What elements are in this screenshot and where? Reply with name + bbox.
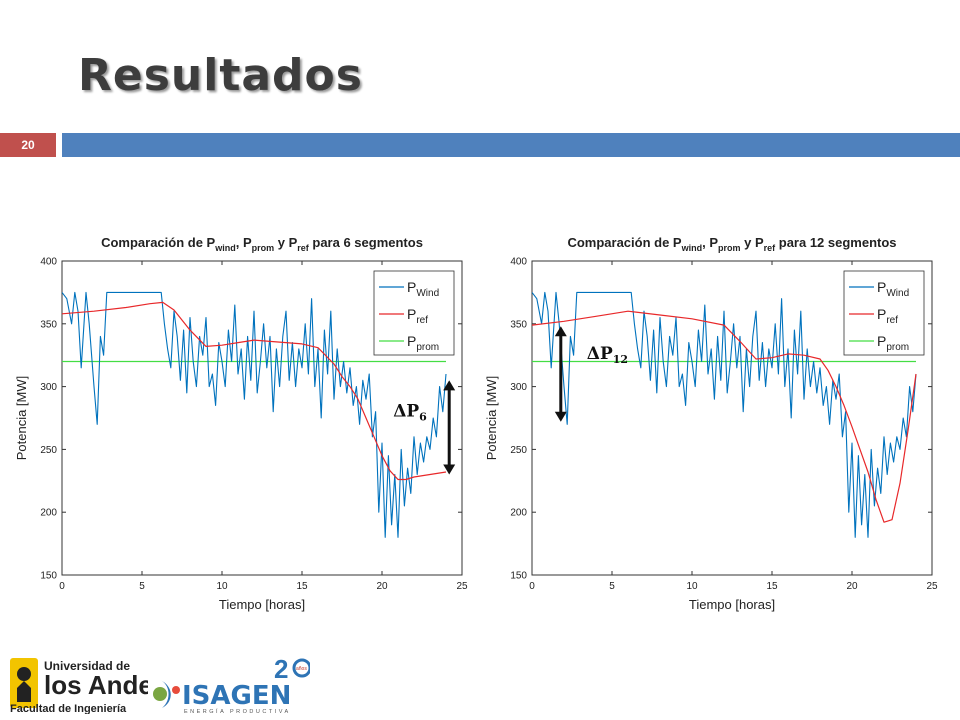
svg-text:Facultad de Ingeniería: Facultad de Ingeniería [10, 703, 127, 714]
y-axis-label: Potencia [MW] [14, 376, 29, 461]
y-tick-label: 400 [510, 257, 527, 268]
y-tick-label: 150 [510, 571, 527, 582]
svg-text:ISAGEN: ISAGEN [182, 681, 291, 711]
legend-main: P [877, 279, 886, 295]
legend-main: P [407, 279, 416, 295]
legend-entry: PWind [407, 279, 439, 299]
annotation-arrow-head-top [554, 326, 567, 337]
legend-entry: Pref [407, 306, 428, 326]
svg-text:2: 2 [274, 654, 288, 684]
chart-title-part: y P [274, 235, 297, 250]
page-title: Resultados [78, 50, 363, 101]
legend-main: P [877, 333, 886, 349]
x-tick-label: 25 [456, 581, 468, 592]
annotation-arrow-head-top [443, 380, 456, 391]
x-tick-label: 10 [686, 581, 698, 592]
header-bar [62, 133, 960, 157]
chart-title-part: Comparación de P [567, 235, 681, 250]
y-tick-label: 250 [40, 445, 57, 456]
svg-text:años: años [296, 666, 307, 672]
series-line-p-ref [532, 310, 917, 523]
chart-title-part: para 12 segmentos [775, 235, 896, 250]
x-tick-label: 0 [529, 581, 535, 592]
y-tick-label: 400 [40, 257, 57, 268]
isagen-logo: 2 años ISAGEN ENERGÍA PRODUCTIVA [153, 654, 310, 715]
legend-entry: Pprom [877, 333, 909, 353]
y-tick-label: 200 [40, 508, 57, 519]
chart-title-part: , P [702, 235, 718, 250]
chart-6-segments: Comparación de Pwind, Pprom y Pref para … [14, 235, 468, 612]
x-tick-label: 5 [139, 581, 145, 592]
legend-entry: Pref [877, 306, 898, 326]
annotation-sub: 12 [613, 353, 628, 366]
x-axis-label: Tiempo [horas] [689, 597, 775, 612]
x-tick-label: 25 [926, 581, 938, 592]
legend-main: P [407, 333, 416, 349]
legend-sub: Wind [416, 288, 439, 299]
svg-text:ENERGÍA PRODUCTIVA: ENERGÍA PRODUCTIVA [184, 708, 291, 715]
annotation-arrow-head-bottom [443, 464, 456, 475]
series-group [62, 291, 447, 538]
x-tick-label: 15 [296, 581, 308, 592]
y-tick-label: 350 [40, 319, 57, 330]
legend-main: P [877, 306, 886, 322]
y-tick-label: 300 [510, 382, 527, 393]
legend-main: P [407, 306, 416, 322]
chart-title-sub: prom [252, 243, 275, 253]
chart-title-part: para 6 segmentos [309, 235, 423, 250]
y-tick-label: 300 [40, 382, 57, 393]
series-line-p-wind [62, 291, 447, 538]
annotation-label: ΔP6 [393, 402, 427, 424]
chart-title: Comparación de Pwind, Pprom y Pref para … [101, 235, 423, 253]
svg-text:Universidad de: Universidad de [44, 659, 130, 673]
series-line-p-ref [62, 301, 447, 481]
annotation-main: ΔP [587, 344, 613, 364]
x-tick-label: 15 [766, 581, 778, 592]
x-tick-label: 20 [376, 581, 388, 592]
chart-title-part: y P [741, 235, 764, 250]
chart-title-part: Comparación de P [101, 235, 215, 250]
legend-sub: prom [886, 342, 909, 353]
chart-title-sub: wind [681, 243, 703, 253]
chart-title-sub: prom [718, 243, 741, 253]
legend-sub: ref [416, 315, 428, 326]
y-axis-label: Potencia [MW] [484, 376, 499, 461]
slide-number: 20 [0, 133, 56, 157]
legend-sub: prom [416, 342, 439, 353]
annotation-sub: 6 [419, 411, 427, 424]
x-axis-label: Tiempo [horas] [219, 597, 305, 612]
annotation-arrow-head-bottom [554, 411, 567, 422]
legend-entry: Pprom [407, 333, 439, 353]
annotation-label: ΔP12 [587, 344, 628, 366]
series-line-p-wind [532, 291, 917, 538]
series-group [532, 291, 917, 538]
chart-12-segments: Comparación de Pwind, Pprom y Pref para … [484, 235, 938, 612]
y-tick-label: 250 [510, 445, 527, 456]
y-tick-label: 350 [510, 319, 527, 330]
legend-entry: PWind [877, 279, 909, 299]
universidad-de-los-andes-logo: Universidad de los Andes Facultad de Ing… [10, 658, 148, 714]
y-tick-label: 200 [510, 508, 527, 519]
legend-sub: ref [886, 315, 898, 326]
x-tick-label: 20 [846, 581, 858, 592]
chart-title-sub: ref [297, 243, 310, 253]
chart-title: Comparación de Pwind, Pprom y Pref para … [567, 235, 896, 253]
annotation-main: ΔP [393, 402, 419, 422]
svg-text:los Andes: los Andes [44, 670, 148, 700]
y-tick-label: 150 [40, 571, 57, 582]
chart-title-sub: ref [764, 243, 777, 253]
legend-sub: Wind [886, 288, 909, 299]
x-tick-label: 10 [216, 581, 228, 592]
chart-title-part: , P [236, 235, 252, 250]
x-tick-label: 5 [609, 581, 615, 592]
chart-title-sub: wind [214, 243, 236, 253]
x-tick-label: 0 [59, 581, 65, 592]
